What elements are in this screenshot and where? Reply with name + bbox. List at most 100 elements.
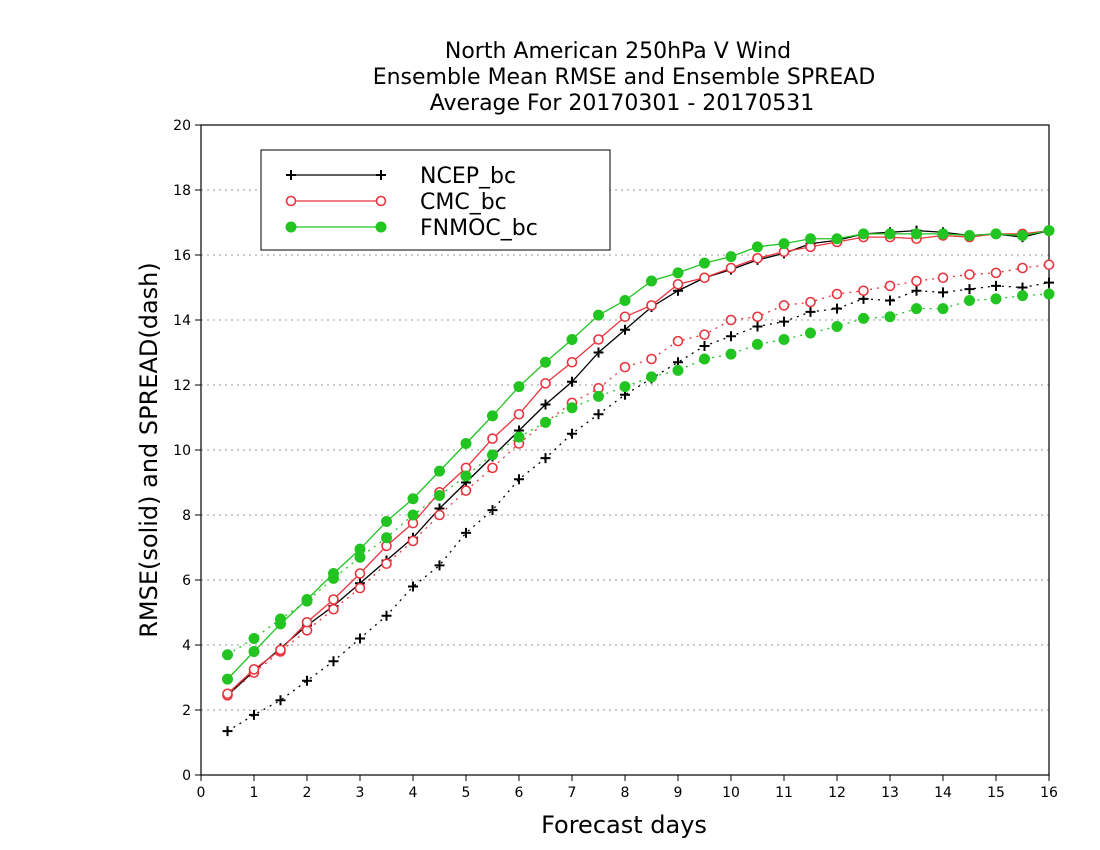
rmse-point-fnmoc-bc [699,257,710,269]
rmse-point-fnmoc-bc [725,251,737,263]
spread-point-cmc-bc [381,558,392,570]
series-fnmoc-bc [222,225,1055,685]
spread-point-fnmoc-bc [381,532,392,544]
spread-point-cmc-bc [1017,262,1028,274]
spread-point-cmc-bc [646,353,657,365]
spread-line-fnmoc-bc [227,293,1050,656]
y-tick-label: 18 [173,183,191,199]
spread-point-ncep-bc [964,284,975,295]
rmse-point-fnmoc-bc [1043,225,1055,237]
spread-point-cmc-bc [434,509,445,521]
rmse-point-fnmoc-bc [672,267,684,279]
rmse-point-fnmoc-bc [752,241,763,253]
spread-point-cmc-bc [805,296,816,308]
rmse-point-fnmoc-bc [434,465,445,477]
rmse-point-fnmoc-bc [487,410,498,422]
rmse-point-cmc-bc [725,262,737,274]
rmse-point-cmc-bc [593,334,604,345]
x-tick-label: 9 [674,785,683,801]
rmse-point-cmc-bc [752,252,763,264]
y-tick-label: 6 [182,573,191,589]
spread-point-ncep-bc [514,474,524,485]
x-tick-label: 6 [515,785,524,801]
x-tick-label: 8 [621,785,630,801]
rmse-point-ncep-bc [620,324,630,335]
spread-point-cmc-bc [699,329,710,340]
spread-point-fnmoc-bc [248,633,260,644]
rmse-point-fnmoc-bc [540,356,551,368]
spread-point-cmc-bc [487,462,498,474]
spread-point-ncep-bc [832,303,842,314]
rmse-point-fnmoc-bc [805,233,816,245]
rmse-point-cmc-bc [540,378,551,389]
spread-point-fnmoc-bc [1017,290,1028,302]
legend-marker-ncep-bc [376,170,386,180]
spread-point-fnmoc-bc [407,509,419,521]
spread-point-cmc-bc [990,267,1002,279]
legend-marker-cmc-bc [375,195,387,207]
rmse-line-fnmoc-bc [227,229,1050,680]
legend-marker-fnmoc-bc [375,221,387,233]
spread-point-ncep-bc [355,633,365,644]
spread-point-ncep-bc [275,695,286,706]
spread-point-cmc-bc [752,311,763,323]
spread-point-fnmoc-bc [937,303,949,315]
legend-marker-fnmoc-bc [285,221,297,233]
y-axis-label: RMSE(solid) and SPREAD(dash) [135,262,163,638]
y-tick-label: 8 [182,508,191,524]
spread-point-ncep-bc [911,285,922,296]
rmse-point-cmc-bc [248,664,260,675]
rmse-point-fnmoc-bc [328,568,339,579]
rmse-point-cmc-bc [301,616,313,628]
x-tick-label: 15 [987,785,1005,801]
rmse-point-fnmoc-bc [964,230,975,241]
rmse-point-fnmoc-bc [884,228,896,240]
rmse-point-fnmoc-bc [1017,230,1028,241]
spread-point-ncep-bc [991,280,1001,291]
spread-point-fnmoc-bc [831,321,843,332]
spread-point-ncep-bc [938,287,948,298]
spread-point-fnmoc-bc [805,327,816,339]
rmse-point-fnmoc-bc [407,493,419,505]
rmse-point-ncep-bc [593,347,604,358]
x-tick-label: 3 [356,785,365,801]
rmse-point-fnmoc-bc [513,381,525,393]
rmse-point-cmc-bc [275,644,286,656]
spread-point-ncep-bc [540,453,551,464]
spread-point-ncep-bc [593,409,604,420]
spread-point-ncep-bc [726,331,736,342]
spread-point-ncep-bc [567,428,577,439]
spread-point-cmc-bc [858,285,869,297]
spread-point-ncep-bc [249,709,259,720]
spread-line-cmc-bc [227,264,1050,696]
spread-point-ncep-bc [222,726,233,737]
spread-point-fnmoc-bc [646,371,657,383]
y-tick-label: 10 [173,443,191,459]
spread-point-cmc-bc [407,535,419,547]
rmse-point-fnmoc-bc [460,438,472,449]
y-tick-label: 0 [182,768,191,784]
spread-point-cmc-bc [937,272,949,284]
spread-point-ncep-bc [461,527,471,538]
rmse-point-fnmoc-bc [275,618,286,630]
rmse-point-ncep-bc [540,399,551,410]
rmse-point-fnmoc-bc [301,594,313,605]
spread-point-fnmoc-bc [222,649,233,661]
rmse-point-fnmoc-bc [831,233,843,245]
rmse-point-fnmoc-bc [381,516,392,527]
x-tick-label: 2 [303,785,312,801]
x-tick-label: 7 [568,785,577,801]
x-tick-label: 11 [775,785,793,801]
x-axis-label: Forecast days [541,811,707,839]
spread-point-cmc-bc [964,269,975,280]
spread-point-ncep-bc [302,675,312,686]
spread-point-cmc-bc [619,361,631,373]
rmse-point-fnmoc-bc [937,228,949,240]
rmse-point-fnmoc-bc [990,228,1002,240]
title-line-2: Ensemble Mean RMSE and Ensemble SPREAD [373,65,876,90]
spread-point-fnmoc-bc [752,338,763,350]
spread-point-fnmoc-bc [513,431,525,443]
rmse-point-cmc-bc [566,356,578,368]
legend-label-ncep-bc: NCEP_bc [420,164,516,189]
